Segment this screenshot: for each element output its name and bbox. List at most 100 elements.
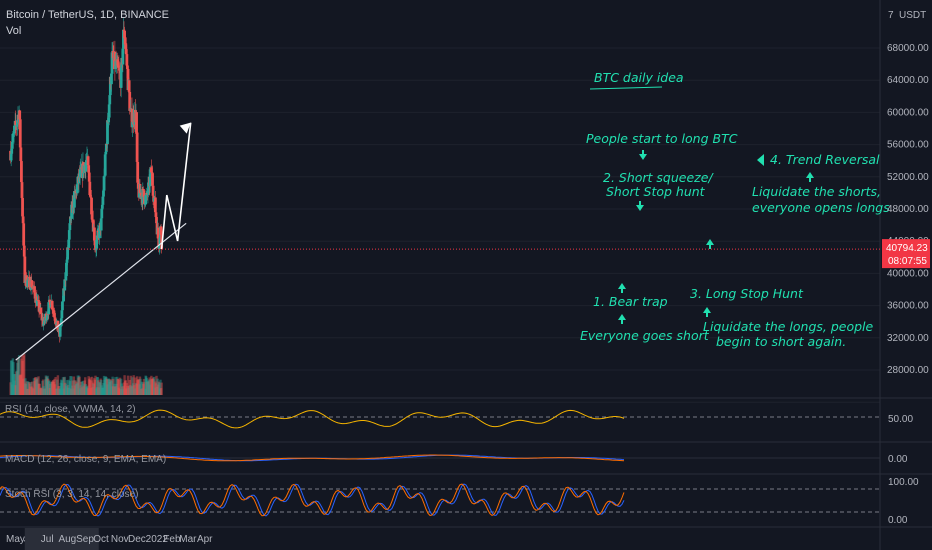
stoch-tick-100: 100.00 [888, 477, 919, 488]
volume-bar [25, 381, 28, 395]
volume-bar [78, 376, 81, 395]
volume-bar [68, 387, 71, 395]
volume-bar [16, 362, 19, 395]
candle-body [126, 65, 129, 70]
volume-bar [53, 384, 57, 395]
volume-bar [114, 377, 117, 395]
candle-body [13, 125, 16, 132]
candle-body [110, 52, 114, 74]
symbol-header[interactable]: Bitcoin / TetherUS, 1D, BINANCE [6, 9, 170, 21]
current-price-badge [882, 239, 930, 269]
volume-bar [56, 375, 60, 395]
candle-body [151, 173, 154, 186]
candle-body [131, 121, 134, 128]
price-currency: USDT [899, 10, 926, 21]
volume-bar [59, 382, 62, 395]
arrow-liq-shorts [806, 172, 814, 178]
volume-bar [118, 379, 121, 395]
volume-bar [107, 378, 110, 395]
volume-bar [9, 360, 13, 395]
arrow-people-long [639, 154, 647, 160]
volume-bar [101, 387, 104, 395]
price-tick-label: 40000.00 [887, 268, 929, 279]
candle-body [123, 38, 127, 45]
volume-bar [69, 376, 72, 395]
volume-bar [132, 375, 135, 395]
candle-body [50, 300, 54, 310]
volume-bar [19, 374, 23, 395]
price-tick-label: 60000.00 [887, 107, 929, 118]
volume-bar [159, 379, 162, 395]
volume-bar [150, 375, 153, 395]
volume-bar [21, 360, 24, 395]
volume-bar [144, 375, 147, 395]
volume-bar [130, 385, 134, 395]
axes: 40794.2308:07:55MayJunJulAugSepOctNovDec… [6, 239, 930, 550]
price-tick-label: 68000.00 [887, 43, 929, 54]
volume-bar [65, 380, 69, 395]
price-tick-label: 28000.00 [887, 365, 929, 376]
volume-bar [89, 377, 92, 395]
volume-bar [155, 375, 158, 395]
volume-bar [121, 386, 124, 395]
volume-bar [96, 377, 99, 395]
candle-body [47, 302, 51, 315]
time-highlight [24, 528, 99, 550]
volume-bar [93, 378, 96, 395]
volume-bar [118, 377, 122, 395]
volume-bar [25, 388, 29, 395]
candle-body [46, 314, 50, 317]
candle-body [61, 301, 65, 302]
volume-bar [148, 377, 151, 395]
candle-body [150, 172, 154, 174]
candle-body [147, 182, 150, 194]
volume-bar [116, 379, 119, 395]
volume-bar [68, 381, 72, 395]
volume-bar [49, 382, 53, 395]
volume-bar [127, 385, 131, 395]
volume-bar [154, 381, 157, 395]
volume-bar [17, 355, 21, 395]
volume-bar [26, 381, 29, 395]
candle-body [105, 143, 109, 145]
volume-bar [13, 374, 17, 395]
volume-bar [40, 387, 43, 395]
candle-body [151, 185, 155, 196]
volume-bar [142, 378, 146, 395]
volume-bar [147, 381, 150, 395]
time-tick-label: Sep [76, 534, 94, 545]
candle-body [159, 226, 163, 236]
volume-bar [54, 377, 57, 395]
volume-bar [23, 383, 27, 395]
volume-bar [52, 381, 56, 395]
volume-bar [46, 375, 49, 395]
volume-bar [58, 385, 61, 395]
volume-bar [61, 383, 64, 395]
current-price-countdown: 08:07:55 [888, 256, 927, 267]
candle-body [40, 313, 44, 321]
candle-body [63, 279, 67, 291]
volume-bar [74, 380, 77, 395]
candle-body [39, 312, 43, 314]
volume-bar [154, 383, 158, 395]
volume-bar [69, 388, 73, 395]
volume-bar [108, 381, 111, 395]
volume-bar [17, 357, 20, 395]
volume-bar [106, 379, 110, 395]
candle-body [67, 230, 71, 240]
candle-body [15, 124, 19, 127]
volume-bar [14, 385, 17, 395]
candle-body [22, 223, 26, 246]
volume-bar [23, 353, 26, 395]
volume-bar [52, 380, 55, 395]
candle-body [99, 218, 103, 231]
volume-bar [65, 386, 68, 395]
volume-bar [133, 388, 137, 395]
volume-bar [99, 378, 102, 395]
candle-body [110, 73, 113, 85]
volume-bar [83, 380, 86, 395]
annotation-liq-longs-2: begin to short again. [716, 334, 846, 349]
volume-bar [125, 388, 128, 395]
projection-path [160, 122, 192, 250]
